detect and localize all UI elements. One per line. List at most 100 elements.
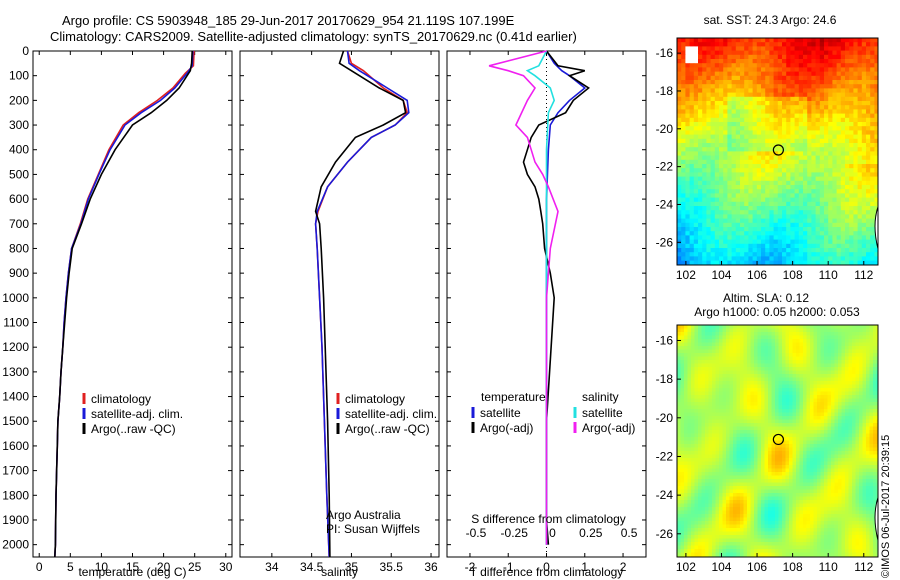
sst-cell <box>714 206 720 211</box>
sst-cell <box>706 71 712 77</box>
sla-cell <box>848 349 853 354</box>
sla-cell <box>852 332 856 336</box>
sst-cell <box>685 180 691 186</box>
sla-cell <box>831 426 835 431</box>
sst-cell <box>740 113 745 119</box>
sla-cell <box>712 346 716 350</box>
sst-cell <box>803 189 808 194</box>
sst-cell <box>714 155 720 161</box>
sla-cell <box>869 440 874 445</box>
sla-cell <box>701 342 706 347</box>
sst-cell <box>698 168 703 173</box>
sst-cell <box>681 38 686 43</box>
sst-cell <box>740 92 745 98</box>
sla-cell <box>838 423 842 427</box>
sla-cell <box>701 395 706 399</box>
sst-cell <box>744 248 749 253</box>
sst-cell <box>777 151 783 157</box>
sst-cell <box>681 46 686 52</box>
sst-cell <box>689 164 695 169</box>
sst-cell <box>870 252 875 257</box>
sst-cell <box>773 197 779 203</box>
sla-cell <box>761 437 765 441</box>
sst-cell <box>866 59 871 64</box>
sst-cell <box>824 126 829 131</box>
sst-cell <box>857 84 863 89</box>
sla-cell <box>684 419 688 424</box>
sst-cell <box>836 88 842 94</box>
sla-cell <box>810 447 814 452</box>
sla-cell <box>771 363 776 368</box>
sst-cell <box>731 59 737 64</box>
sla-cell <box>691 356 695 361</box>
sst-cell <box>836 46 842 52</box>
sla-cell <box>838 339 842 343</box>
sla-cell <box>708 353 713 357</box>
sst-cell <box>786 71 791 77</box>
sla-cell <box>750 353 755 357</box>
sst-cell <box>731 159 737 165</box>
sst-cell <box>840 38 846 43</box>
sla-cell <box>729 370 734 375</box>
sst-cell <box>693 67 699 73</box>
sst-cell <box>693 231 699 236</box>
sla-cell <box>680 412 685 417</box>
sst-cell <box>735 260 741 265</box>
sst-cell <box>710 46 716 52</box>
sst-cell <box>807 164 812 169</box>
sla-cell <box>820 339 825 343</box>
sst-cell <box>769 235 775 241</box>
sst-cell <box>731 130 737 136</box>
sst-cell <box>693 218 699 224</box>
sst-cell <box>866 113 871 119</box>
sst-cell <box>693 260 699 265</box>
sla-cell <box>824 356 828 361</box>
sst-cell <box>840 75 846 81</box>
sla-cell <box>764 349 769 354</box>
sla-cell <box>792 349 797 354</box>
sla-cell <box>740 363 744 368</box>
sla-cell <box>831 370 835 375</box>
sst-cell <box>727 109 733 115</box>
sla-cell <box>743 416 748 420</box>
sla-cell <box>768 402 772 406</box>
sst-cell <box>786 227 791 232</box>
sst-cell <box>849 130 854 136</box>
sla-cell <box>691 409 695 413</box>
sst-cell <box>811 222 817 228</box>
sst-cell <box>853 88 859 94</box>
sst-cell <box>777 218 783 224</box>
sla-cell <box>729 409 734 413</box>
sla-cell <box>736 349 741 354</box>
sst-cell <box>677 168 682 173</box>
sst-cell <box>702 126 707 131</box>
sst-cell <box>714 151 720 157</box>
sla-cell <box>824 332 828 336</box>
sla-cell <box>862 402 867 406</box>
sst-cell <box>853 138 859 144</box>
sst-cell <box>765 176 770 182</box>
sla-cell <box>722 370 727 375</box>
sst-cell <box>790 218 796 224</box>
sst-cell <box>727 231 733 236</box>
sst-cell <box>693 50 699 56</box>
sst-cell <box>794 75 800 81</box>
sst-cell <box>681 197 686 203</box>
sla-cell <box>831 398 835 403</box>
difference-temperature-legend-label: satellite <box>480 406 521 420</box>
sst-cell <box>677 185 682 190</box>
sst-cell <box>840 159 846 165</box>
sla-cell <box>869 402 874 406</box>
sst-cell <box>811 164 817 169</box>
sst-cell <box>849 38 854 43</box>
sst-cell <box>807 138 812 144</box>
sla-cell <box>848 335 853 340</box>
sla-cell <box>876 381 878 385</box>
sst-cell <box>765 159 770 165</box>
sst-cell <box>849 260 854 265</box>
sst-cell <box>677 214 682 220</box>
sst-cell <box>693 206 699 211</box>
sst-cell <box>706 130 712 136</box>
sst-cell <box>836 126 842 131</box>
sst-cell <box>698 122 703 127</box>
